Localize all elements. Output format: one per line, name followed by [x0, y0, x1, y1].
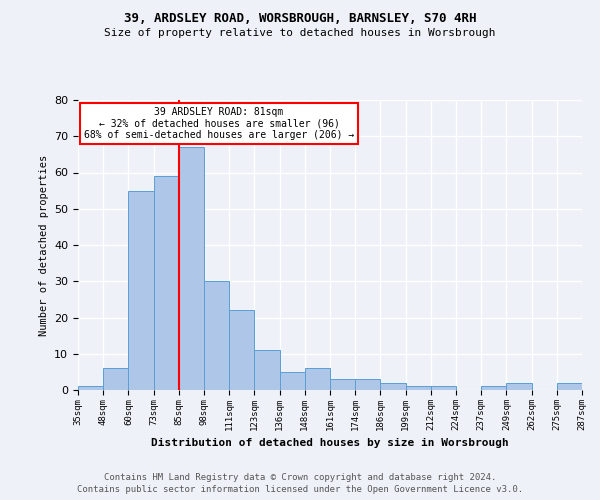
X-axis label: Distribution of detached houses by size in Worsbrough: Distribution of detached houses by size …	[151, 438, 509, 448]
Text: 39, ARDSLEY ROAD, WORSBROUGH, BARNSLEY, S70 4RH: 39, ARDSLEY ROAD, WORSBROUGH, BARNSLEY, …	[124, 12, 476, 26]
Text: Contains public sector information licensed under the Open Government Licence v3: Contains public sector information licen…	[77, 485, 523, 494]
Bar	[506, 383, 532, 390]
Bar	[204, 281, 229, 390]
Bar	[380, 383, 406, 390]
Bar	[229, 310, 254, 390]
Bar	[179, 147, 204, 390]
Bar	[128, 190, 154, 390]
Text: Contains HM Land Registry data © Crown copyright and database right 2024.: Contains HM Land Registry data © Crown c…	[104, 472, 496, 482]
Y-axis label: Number of detached properties: Number of detached properties	[38, 154, 49, 336]
Bar	[431, 386, 456, 390]
Bar	[254, 350, 280, 390]
Bar	[330, 379, 355, 390]
Bar	[406, 386, 431, 390]
Bar	[78, 386, 103, 390]
Bar	[154, 176, 179, 390]
Bar	[305, 368, 330, 390]
Bar	[557, 383, 582, 390]
Bar	[280, 372, 305, 390]
Bar	[103, 368, 128, 390]
Text: Size of property relative to detached houses in Worsbrough: Size of property relative to detached ho…	[104, 28, 496, 38]
Bar	[481, 386, 506, 390]
Bar	[355, 379, 380, 390]
Text: 39 ARDSLEY ROAD: 81sqm
← 32% of detached houses are smaller (96)
68% of semi-det: 39 ARDSLEY ROAD: 81sqm ← 32% of detached…	[84, 108, 354, 140]
